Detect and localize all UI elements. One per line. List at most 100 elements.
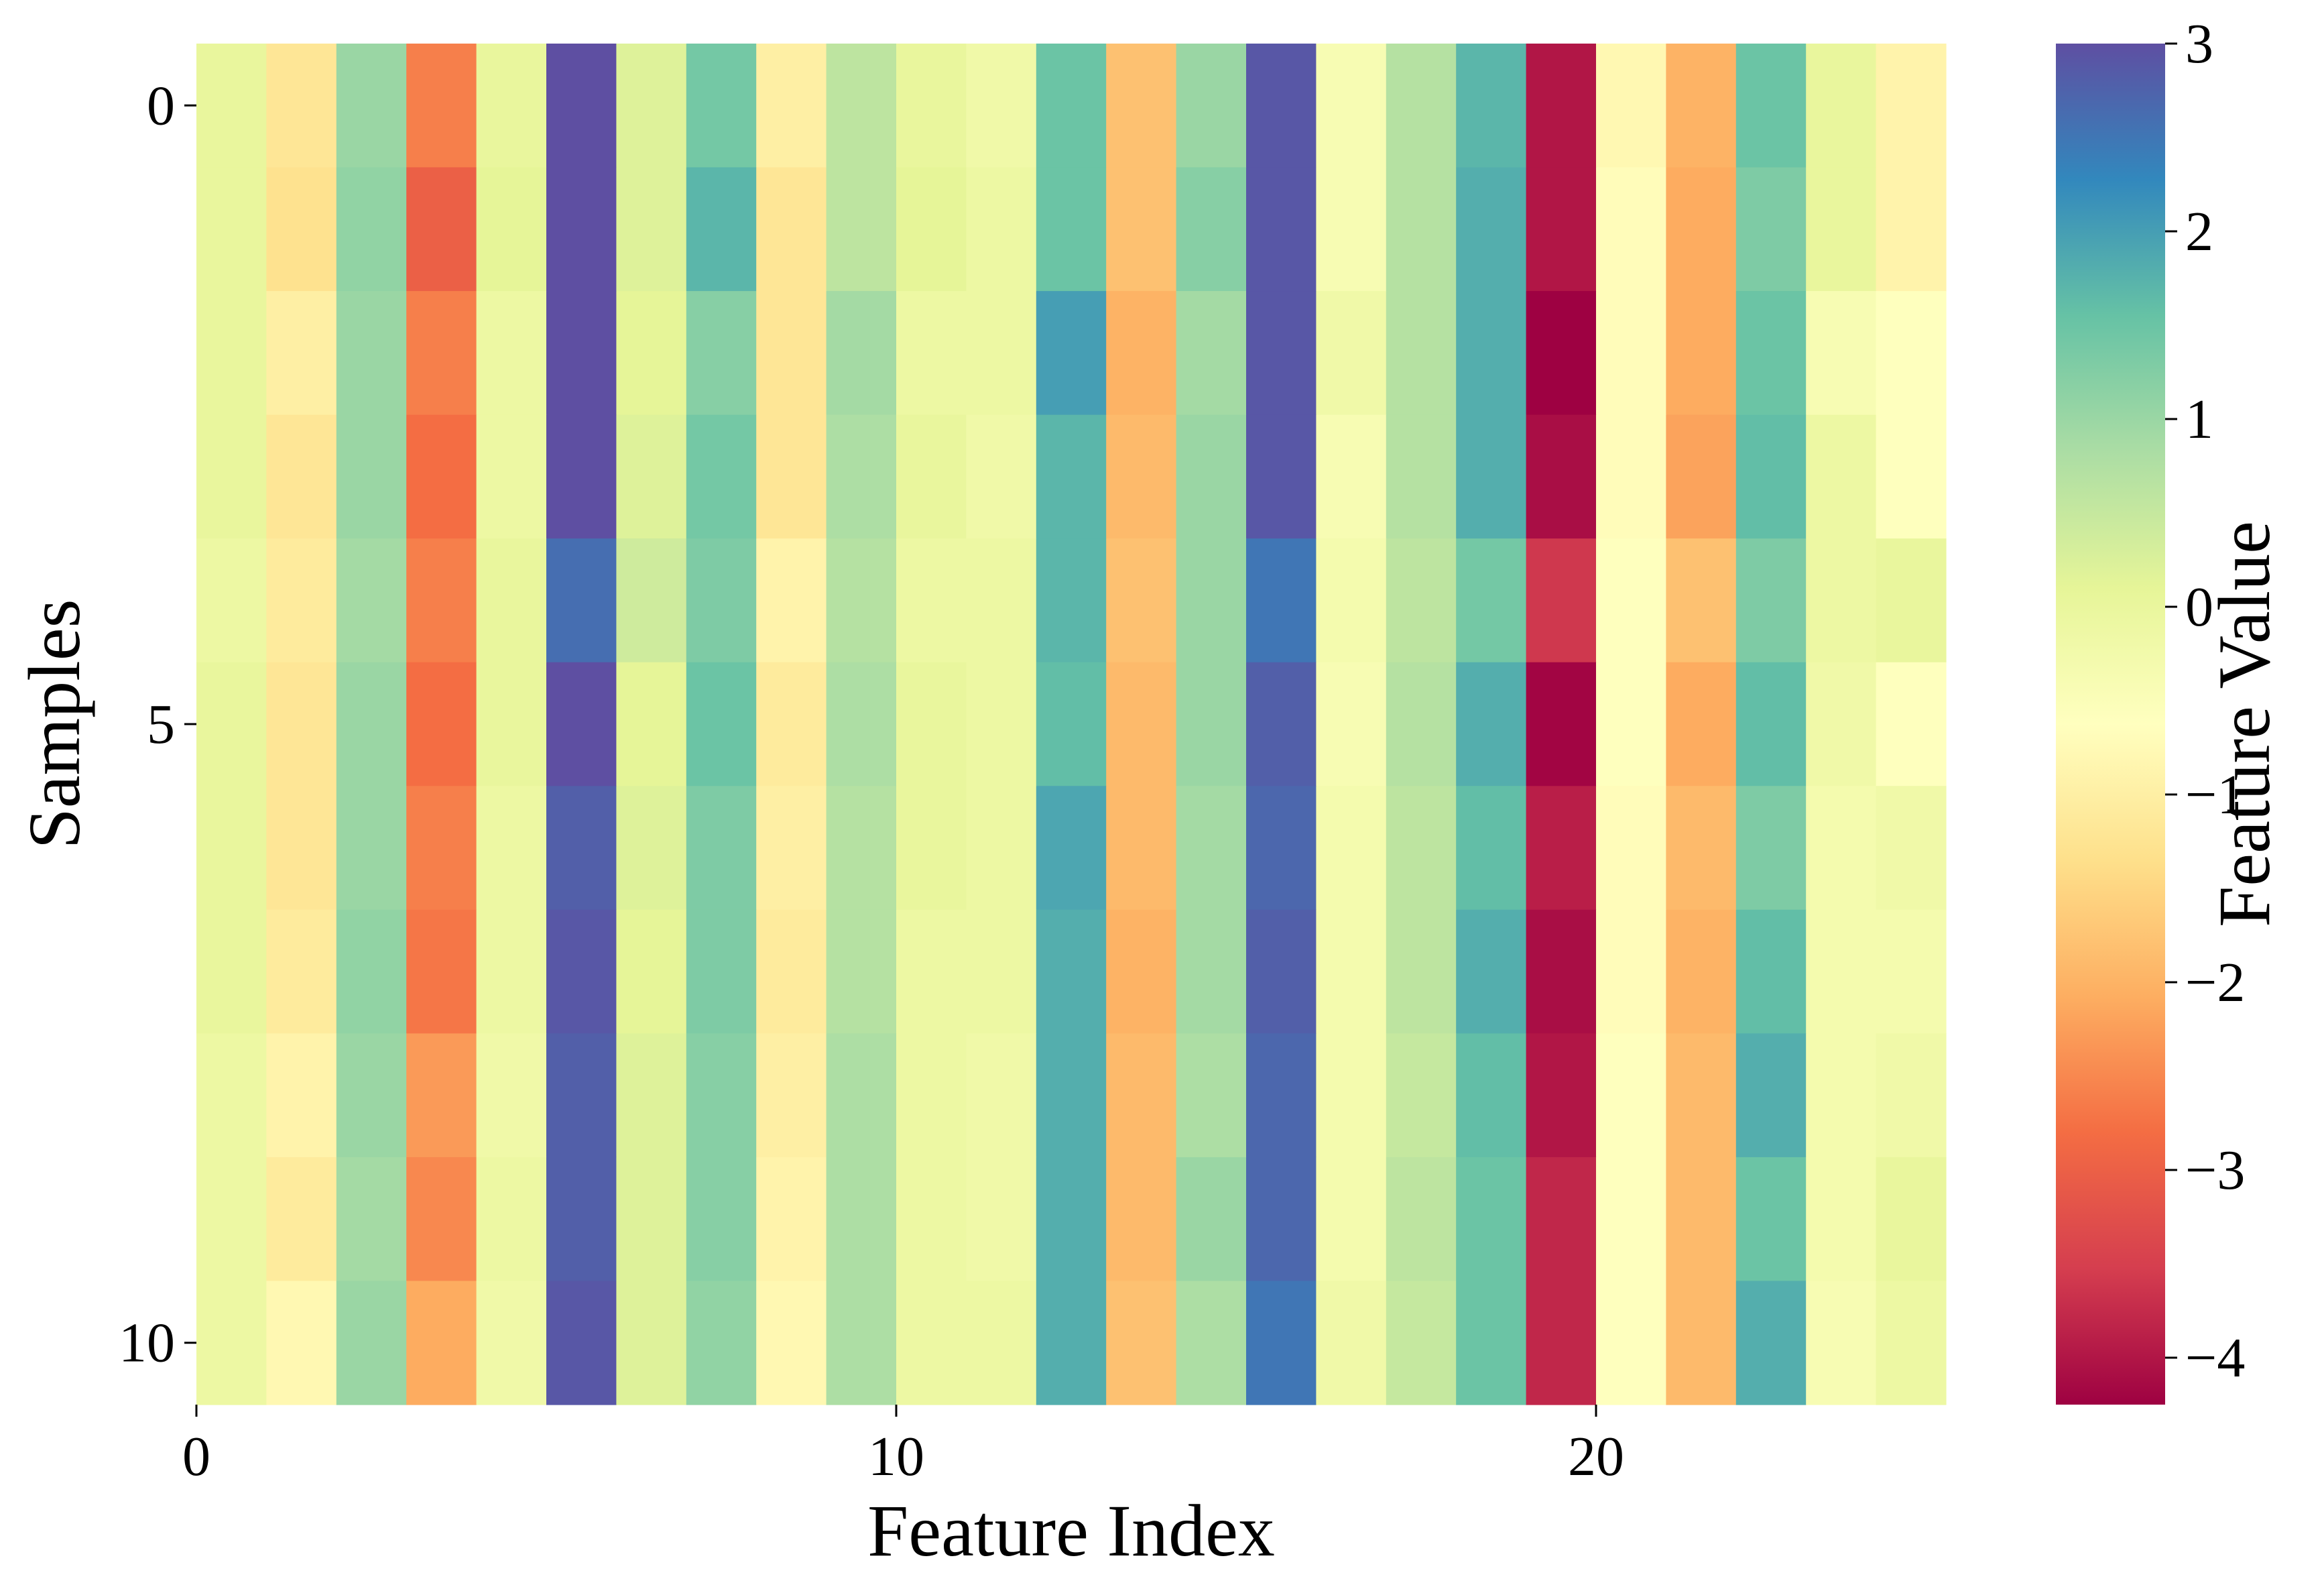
heatmap-cell	[1316, 414, 1387, 539]
colorbar-tick-label: 2	[2185, 200, 2213, 263]
heatmap-cell	[966, 1157, 1037, 1282]
heatmap-cell	[966, 291, 1037, 416]
heatmap-cell	[966, 1281, 1037, 1405]
y-axis-ticks: 0 5 10	[119, 74, 196, 1374]
heatmap-cell	[1526, 167, 1597, 292]
heatmap-cell	[1386, 291, 1457, 416]
heatmap-cell	[266, 291, 337, 416]
heatmap-cell	[1386, 1157, 1457, 1282]
heatmap-cell	[546, 1281, 617, 1405]
heatmap-cell	[1876, 786, 1947, 910]
heatmap-cell	[1666, 909, 1737, 1034]
heatmap-cell	[1666, 44, 1737, 168]
heatmap-cell	[1806, 662, 1877, 786]
heatmap-cell	[616, 1281, 687, 1405]
heatmap-cell	[1596, 291, 1666, 416]
heatmap-cell	[196, 44, 267, 168]
heatmap-cell	[1526, 909, 1597, 1034]
heatmap-cell	[826, 1281, 897, 1405]
x-tick-label: 20	[1568, 1425, 1624, 1488]
heatmap-cell	[1735, 44, 1807, 168]
heatmap-cell	[686, 1157, 757, 1282]
heatmap-cell	[1735, 1033, 1807, 1158]
heatmap-cell	[1735, 786, 1807, 910]
heatmap-cell	[896, 1157, 967, 1282]
heatmap-cell	[1246, 167, 1317, 292]
heatmap-cell	[476, 662, 547, 786]
heatmap-cell	[756, 538, 827, 663]
heatmap-cell	[336, 909, 407, 1034]
heatmap-cell	[1666, 1157, 1737, 1282]
heatmap-cell	[616, 662, 687, 786]
heatmap-cell	[1386, 1033, 1457, 1158]
heatmap-cell	[1176, 909, 1247, 1034]
heatmap-cell	[1246, 909, 1317, 1034]
heatmap-cell	[336, 414, 407, 539]
heatmap-cell	[1386, 1281, 1457, 1405]
heatmap-cell	[196, 1157, 267, 1282]
heatmap-cell	[686, 167, 757, 292]
heatmap-cell	[266, 662, 337, 786]
heatmap-cell	[1176, 786, 1247, 910]
heatmap-cell	[1246, 538, 1317, 663]
heatmap-cell	[1386, 538, 1457, 663]
heatmap-cell	[1386, 44, 1457, 168]
heatmap-cell	[336, 662, 407, 786]
heatmap-cell	[476, 291, 547, 416]
heatmap-cell	[336, 44, 407, 168]
heatmap-cell	[1876, 1033, 1947, 1158]
x-tick-label: 10	[868, 1425, 924, 1488]
heatmap-cell	[1316, 909, 1387, 1034]
heatmap-cell	[196, 167, 267, 292]
heatmap-cell	[1246, 786, 1317, 910]
heatmap-cell	[1596, 538, 1666, 663]
heatmap-cell	[1386, 662, 1457, 786]
heatmap-cell	[1526, 414, 1597, 539]
heatmap-cell	[826, 291, 897, 416]
heatmap-cell	[966, 538, 1037, 663]
heatmap-cell	[896, 1033, 967, 1158]
heatmap-cell	[756, 1033, 827, 1158]
heatmap-cell	[1456, 167, 1527, 292]
heatmap-cell	[756, 1281, 827, 1405]
heatmap-cell	[1316, 167, 1387, 292]
heatmap-cell	[266, 414, 337, 539]
heatmap-cell	[1106, 1033, 1177, 1158]
heatmap-cell	[616, 1033, 687, 1158]
heatmap-cell	[616, 909, 687, 1034]
heatmap-cell	[546, 786, 617, 910]
heatmap-cell	[1456, 1157, 1527, 1282]
heatmap-cell	[966, 909, 1037, 1034]
heatmap-cell	[1456, 786, 1527, 910]
heatmap-cell	[1246, 1281, 1317, 1405]
heatmap-cell	[1036, 167, 1107, 292]
heatmap-cell	[1386, 167, 1457, 292]
heatmap-cell	[1176, 1157, 1247, 1282]
heatmap-cell	[1036, 291, 1107, 416]
heatmap-cell	[686, 44, 757, 168]
heatmap-cell	[1176, 538, 1247, 663]
heatmap-cell	[406, 786, 477, 910]
heatmap-cell	[1735, 909, 1807, 1034]
heatmap-cell	[1876, 291, 1947, 416]
heatmap-cell	[196, 909, 267, 1034]
heatmap-cell	[1106, 1157, 1177, 1282]
heatmap-cell	[1316, 1157, 1387, 1282]
heatmap-cell	[896, 909, 967, 1034]
heatmap-cell	[1036, 1033, 1107, 1158]
heatmap-cell	[1596, 1157, 1666, 1282]
x-axis-label: Feature Index	[867, 1490, 1275, 1572]
heatmap-cell	[1246, 662, 1317, 786]
heatmap-cell	[1106, 786, 1177, 910]
heatmap-cell	[1386, 786, 1457, 910]
heatmap-cell	[1106, 909, 1177, 1034]
heatmap-cell	[336, 291, 407, 416]
heatmap-cell	[1735, 1157, 1807, 1282]
heatmap-cell	[1526, 1033, 1597, 1158]
heatmap-cell	[406, 167, 477, 292]
heatmap-cell	[1106, 167, 1177, 292]
heatmap-cell	[196, 1033, 267, 1158]
heatmap-cell	[966, 786, 1037, 910]
colorbar-tick-label: 1	[2185, 388, 2213, 451]
heatmap-cell	[616, 291, 687, 416]
